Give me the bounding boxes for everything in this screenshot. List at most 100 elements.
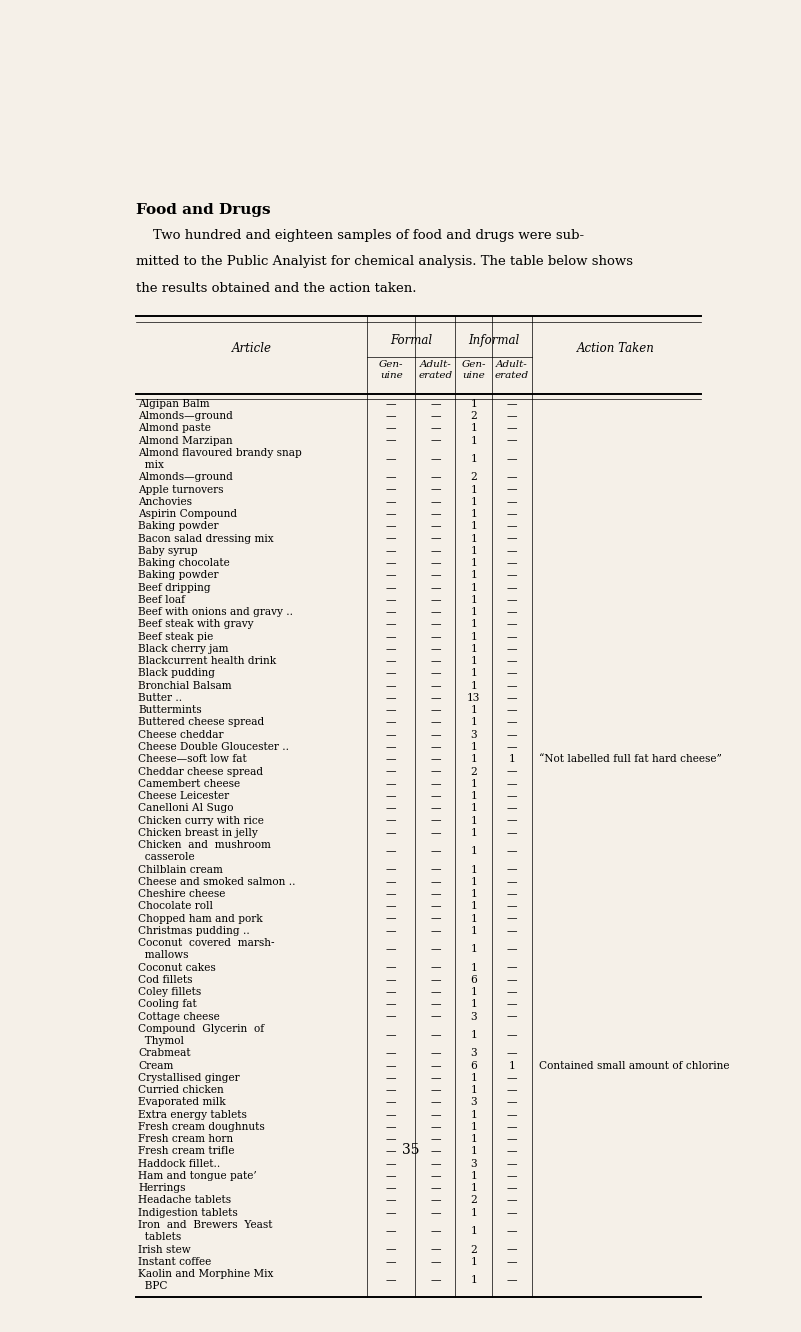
Text: —: — [507,1244,517,1255]
Text: —: — [430,827,441,838]
Text: Adult-
erated: Adult- erated [418,360,453,380]
Text: 1: 1 [470,1122,477,1132]
Text: Haddock fillet..: Haddock fillet.. [138,1159,220,1168]
Text: Cod fillets: Cod fillets [138,975,192,984]
Text: —: — [430,412,441,421]
Text: —: — [430,669,441,678]
Text: —: — [507,1147,517,1156]
Text: Cheshire cheese: Cheshire cheese [138,888,225,899]
Text: —: — [507,914,517,923]
Text: —: — [507,902,517,911]
Text: —: — [386,1011,396,1022]
Text: —: — [507,987,517,998]
Text: —: — [507,1098,517,1107]
Text: 1: 1 [470,521,477,531]
Text: —: — [430,1086,441,1095]
Text: Kaolin and Morphine Mix
  BPC: Kaolin and Morphine Mix BPC [138,1269,273,1292]
Text: Buttered cheese spread: Buttered cheese spread [138,718,264,727]
Text: —: — [507,398,517,409]
Text: —: — [430,944,441,954]
Text: Algipan Balm: Algipan Balm [138,398,210,409]
Text: —: — [507,1196,517,1205]
Text: 1: 1 [470,876,477,887]
Text: Coley fillets: Coley fillets [138,987,201,998]
Text: —: — [507,619,517,630]
Text: 3: 3 [470,730,477,739]
Text: —: — [386,643,396,654]
Text: —: — [386,454,396,464]
Text: —: — [507,509,517,519]
Text: Coconut  covered  marsh-
  mallows: Coconut covered marsh- mallows [138,938,275,960]
Text: Cheese Leicester: Cheese Leicester [138,791,229,801]
Text: Iron  and  Brewers  Yeast
  tablets: Iron and Brewers Yeast tablets [138,1220,272,1243]
Text: —: — [386,424,396,433]
Text: —: — [386,1048,396,1059]
Text: 1: 1 [470,1275,477,1285]
Text: —: — [507,999,517,1010]
Text: Chicken curry with rice: Chicken curry with rice [138,815,264,826]
Text: 2: 2 [470,412,477,421]
Text: —: — [507,643,517,654]
Text: —: — [507,1275,517,1285]
Text: 3: 3 [470,1048,477,1059]
Text: Coconut cakes: Coconut cakes [138,963,215,972]
Text: —: — [430,1098,441,1107]
Text: Beef with onions and gravy ..: Beef with onions and gravy .. [138,607,293,617]
Text: 1: 1 [470,864,477,875]
Text: —: — [430,963,441,972]
Text: 1: 1 [470,926,477,936]
Text: —: — [430,1227,441,1236]
Text: —: — [507,424,517,433]
Text: —: — [386,1183,396,1193]
Text: 1: 1 [470,1030,477,1040]
Text: —: — [430,497,441,507]
Text: —: — [430,914,441,923]
Text: —: — [386,1135,396,1144]
Text: Food and Drugs: Food and Drugs [136,202,271,217]
Text: —: — [430,705,441,715]
Text: 1: 1 [470,1135,477,1144]
Text: 1: 1 [470,1086,477,1095]
Text: —: — [507,436,517,446]
Text: Blackcurrent health drink: Blackcurrent health drink [138,657,276,666]
Text: 1: 1 [470,582,477,593]
Text: —: — [507,1110,517,1120]
Text: —: — [386,436,396,446]
Text: —: — [507,681,517,691]
Text: —: — [507,1086,517,1095]
Text: —: — [430,846,441,856]
Text: —: — [386,521,396,531]
Text: Baking chocolate: Baking chocolate [138,558,230,569]
Text: —: — [386,509,396,519]
Text: —: — [507,521,517,531]
Text: Bacon salad dressing mix: Bacon salad dressing mix [138,534,274,543]
Text: Beef loaf: Beef loaf [138,595,185,605]
Text: —: — [430,454,441,464]
Text: Butter ..: Butter .. [138,693,182,703]
Text: —: — [430,1072,441,1083]
Text: Chocolate roll: Chocolate roll [138,902,213,911]
Text: —: — [507,473,517,482]
Text: —: — [386,902,396,911]
Text: —: — [507,1171,517,1181]
Text: —: — [507,742,517,753]
Text: —: — [386,398,396,409]
Text: —: — [507,546,517,555]
Text: Camembert cheese: Camembert cheese [138,779,240,789]
Text: —: — [430,1257,441,1267]
Text: 2: 2 [470,766,477,777]
Text: —: — [386,730,396,739]
Text: 1: 1 [470,558,477,569]
Text: “Not labelled full fat hard cheese”: “Not labelled full fat hard cheese” [539,754,722,765]
Text: —: — [386,705,396,715]
Text: —: — [386,1147,396,1156]
Text: —: — [430,1244,441,1255]
Text: —: — [386,1208,396,1217]
Text: —: — [507,454,517,464]
Text: —: — [430,888,441,899]
Text: —: — [507,1072,517,1083]
Text: —: — [430,742,441,753]
Text: —: — [507,779,517,789]
Text: —: — [507,1135,517,1144]
Text: —: — [430,558,441,569]
